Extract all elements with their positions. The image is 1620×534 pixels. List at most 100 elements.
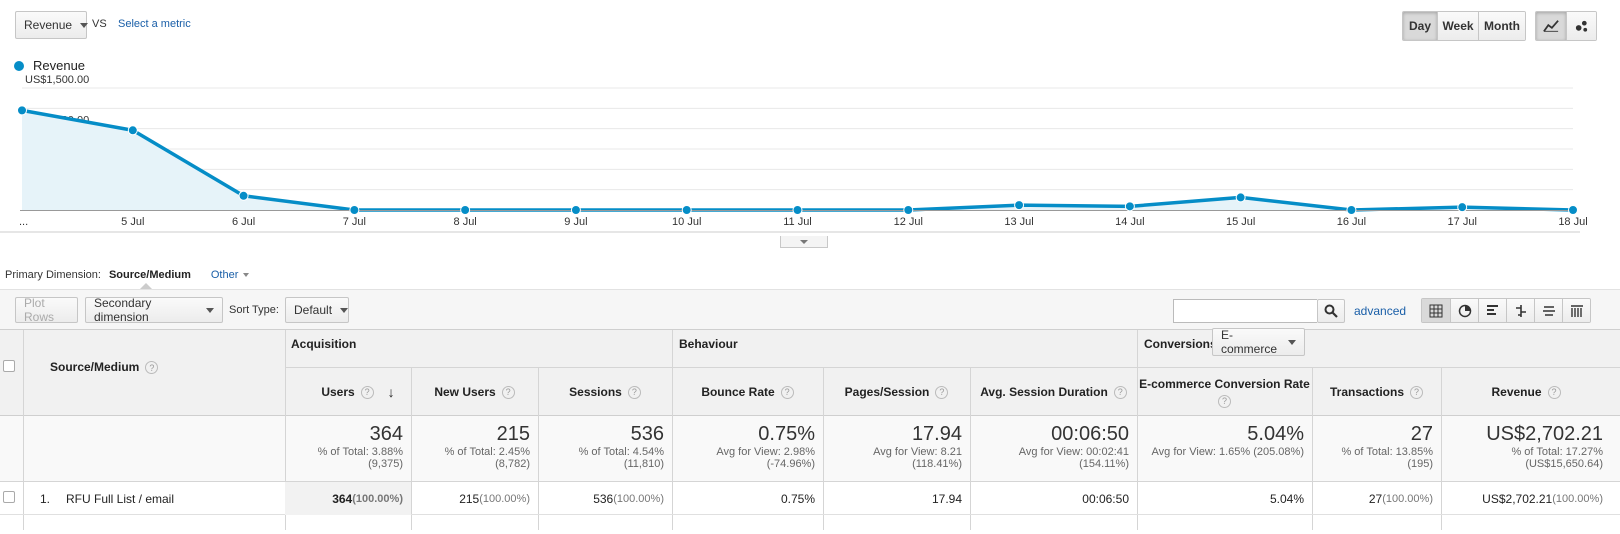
- table-view-pivot-icon[interactable]: [1562, 299, 1590, 322]
- row-sessions: 536 (100.00%): [538, 482, 672, 515]
- data-point: [1124, 201, 1135, 212]
- col-header-ecr-label: E-commerce Conversion Rate: [1139, 376, 1310, 391]
- col-header-revenue-label: Revenue: [1491, 385, 1542, 399]
- help-icon: ?: [1410, 385, 1424, 399]
- help-icon: ?: [360, 385, 374, 399]
- x-tick-label: 14 Jul: [1115, 216, 1144, 228]
- row-ecr: 5.04%: [1137, 482, 1312, 515]
- table-view-comparison-icon[interactable]: [1506, 299, 1534, 322]
- table-view-pie-icon[interactable]: [1450, 299, 1478, 322]
- row-source-link[interactable]: RFU Full List / email: [66, 492, 175, 506]
- primary-dimension-value[interactable]: Source/Medium: [108, 269, 191, 281]
- total-new-users-sub1: % of Total: 2.45%: [444, 446, 530, 458]
- conversions-goal-label: E-commerce: [1221, 328, 1278, 356]
- period-week-button[interactable]: Week: [1437, 12, 1478, 40]
- col-header-users[interactable]: Users? ↓: [285, 368, 411, 416]
- col-header-bounce-rate[interactable]: Bounce Rate?: [672, 368, 823, 416]
- table-toolbar: [0, 289, 1620, 330]
- x-tick-label: ...: [19, 216, 28, 228]
- row-new-users-value: 215: [459, 491, 480, 506]
- help-icon: ?: [627, 385, 641, 399]
- data-point: [903, 205, 914, 215]
- x-tick-label: 9 Jul: [564, 216, 587, 228]
- chart-type-toggle: [1535, 11, 1597, 41]
- primary-dimension-other[interactable]: Other: [211, 269, 250, 281]
- dimension-header[interactable]: Source/Medium?: [50, 360, 159, 375]
- plot-rows-button[interactable]: Plot Rows: [15, 296, 78, 324]
- advanced-link[interactable]: advanced: [1354, 304, 1407, 318]
- conversions-goal-dropdown[interactable]: E-commerce: [1212, 328, 1305, 356]
- select-all-checkbox[interactable]: [3, 360, 15, 372]
- chart-collapse-handle[interactable]: [780, 236, 828, 248]
- line-chart-icon[interactable]: [1536, 12, 1566, 40]
- total-users: 364 % of Total: 3.88% (9,375): [285, 423, 411, 470]
- help-icon: ?: [780, 385, 794, 399]
- data-point: [127, 125, 138, 136]
- total-pages-session-value: 17.94: [911, 423, 962, 445]
- row-checkbox[interactable]: [3, 491, 15, 503]
- col-header-revenue[interactable]: Revenue?: [1441, 368, 1611, 416]
- row-sessions-pct: (100.00%): [613, 492, 664, 505]
- data-point: [349, 205, 360, 215]
- chevron-down-icon: [1288, 339, 1296, 345]
- period-month-button[interactable]: Month: [1478, 12, 1525, 40]
- table-view-term-cloud-icon[interactable]: [1534, 299, 1562, 322]
- data-point: [1235, 192, 1246, 203]
- data-point: [792, 205, 803, 215]
- vs-label: VS: [92, 18, 107, 30]
- col-header-transactions[interactable]: Transactions?: [1312, 368, 1441, 416]
- metric-dropdown-label: Revenue: [24, 18, 73, 32]
- table-view-grid-icon[interactable]: [1422, 299, 1450, 322]
- metric-dropdown[interactable]: Revenue: [15, 11, 89, 39]
- table-search-input[interactable]: [1173, 299, 1317, 323]
- chart-legend: Revenue: [14, 58, 85, 73]
- row-new-users-pct: (100.00%): [479, 492, 530, 505]
- secondary-dimension-dropdown[interactable]: Secondary dimension: [85, 296, 223, 324]
- data-table: Source/Medium? Acquisition Behaviour Con…: [0, 328, 1620, 534]
- chevron-down-icon: [243, 273, 250, 278]
- col-header-avg-duration[interactable]: Avg. Session Duration?: [970, 368, 1137, 416]
- total-transactions: 27 % of Total: 13.85% (195): [1312, 423, 1441, 470]
- row-transactions-value: 27: [1368, 491, 1383, 506]
- total-avg-duration-sub2: (154.11%): [1079, 458, 1129, 470]
- total-avg-duration: 00:06:50 Avg for View: 00:02:41 (154.11%…: [970, 423, 1137, 470]
- total-users-sub2: (9,375): [368, 458, 403, 470]
- row-users-value: 364: [332, 491, 353, 506]
- col-header-users-label: Users: [321, 385, 355, 399]
- total-sessions-value: 536: [630, 423, 664, 445]
- x-tick-label: 17 Jul: [1448, 216, 1477, 228]
- help-icon: ?: [935, 385, 949, 399]
- total-revenue-value: US$2,702.21: [1486, 423, 1603, 445]
- sort-arrow-down-icon: ↓: [387, 384, 395, 400]
- total-pages-session-sub2: (118.41%): [912, 458, 962, 470]
- row-pages-session: 17.94: [823, 482, 970, 515]
- data-point: [238, 190, 249, 201]
- total-avg-duration-value: 00:06:50: [1051, 423, 1129, 445]
- table-view-bar-icon[interactable]: [1478, 299, 1506, 322]
- row-pages-session-value: 17.94: [931, 491, 962, 506]
- col-header-new-users-label: New Users: [434, 385, 496, 399]
- sort-type-dropdown[interactable]: Default: [285, 297, 349, 323]
- data-point: [681, 205, 692, 215]
- legend-dot-icon: [14, 60, 24, 71]
- select-metric-link[interactable]: Select a metric: [118, 18, 191, 30]
- row-avg-duration-value: 00:06:50: [1082, 491, 1129, 506]
- help-icon: ?: [501, 385, 515, 399]
- x-tick-label: 8 Jul: [454, 216, 477, 228]
- total-transactions-sub2: (195): [1407, 458, 1433, 470]
- col-header-sessions[interactable]: Sessions?: [538, 368, 672, 416]
- period-day-button[interactable]: Day: [1403, 12, 1437, 40]
- motion-chart-icon[interactable]: [1566, 12, 1596, 40]
- col-header-ecr[interactable]: E-commerce Conversion Rate?: [1137, 368, 1312, 416]
- chevron-down-icon: [800, 239, 808, 244]
- help-icon: ?: [1218, 394, 1231, 408]
- row-index: 1.: [40, 492, 51, 506]
- primary-dimension-label: Primary Dimension:: [5, 269, 101, 281]
- search-button[interactable]: [1317, 299, 1345, 323]
- total-users-sub1: % of Total: 3.88%: [317, 446, 403, 458]
- x-tick-label: 7 Jul: [343, 216, 366, 228]
- col-header-new-users[interactable]: New Users?: [411, 368, 538, 416]
- total-sessions-sub2: (11,810): [623, 458, 664, 470]
- col-header-pages-session[interactable]: Pages/Session?: [823, 368, 970, 416]
- x-tick-label: 13 Jul: [1004, 216, 1033, 228]
